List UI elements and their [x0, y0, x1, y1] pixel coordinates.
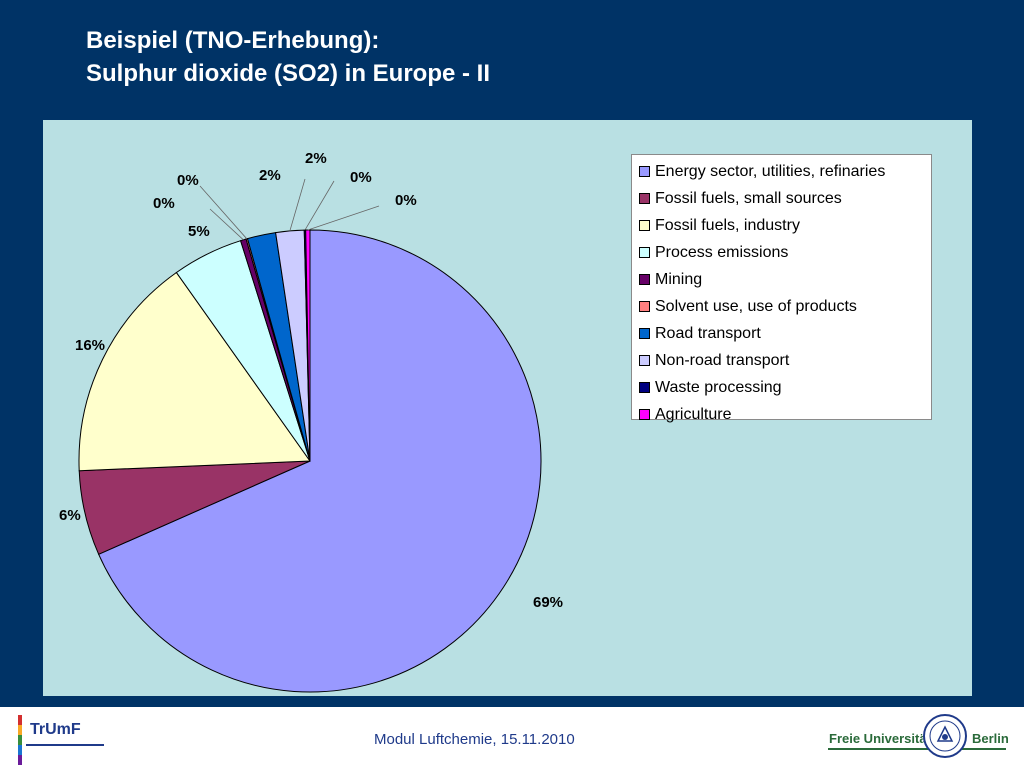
legend-label: Road transport	[655, 324, 761, 342]
chart-legend: Energy sector, utilities, refinaries Foss…	[631, 154, 932, 423]
pie-slice-1	[98, 229, 542, 693]
legend-label: Mining	[655, 270, 703, 288]
legend-label: Fossil fuels, industry	[655, 216, 800, 234]
leader-line-6	[199, 185, 248, 240]
legend-item: Road transport	[639, 320, 931, 347]
pie-slice-3	[78, 271, 311, 472]
pie-chart-svg: 69%6%16%5%0%0% 2%2%0%0%	[59, 150, 563, 693]
data-label-10: 0%	[395, 192, 417, 209]
data-label-9: 0%	[350, 169, 372, 186]
data-label-5: 0%	[153, 195, 175, 212]
legend-item: Energy sector, utilities, refinaries	[639, 158, 931, 185]
legend-swatch	[639, 355, 650, 366]
trumf-logo	[18, 715, 104, 765]
fu-berlin-logo	[828, 748, 1006, 750]
data-label-4: 5%	[188, 223, 210, 240]
legend-swatch	[639, 193, 650, 204]
data-label-2: 6%	[59, 507, 81, 524]
footer-text: Modul Luftchemie, 15.11.2010	[374, 731, 575, 748]
data-label-6: 0%	[177, 172, 199, 189]
legend-item: Fossil fuels, industry	[639, 212, 931, 239]
legend-item: Process emissions	[639, 239, 931, 266]
legend-label: Waste processing	[655, 378, 782, 396]
leader-line-8	[289, 178, 306, 231]
slide-title: Beispiel (TNO-Erhebung): Sulphur dioxide…	[86, 24, 490, 90]
legend-item: Mining	[639, 266, 931, 293]
legend-label: Energy sector, utilities, refinaries	[655, 162, 886, 180]
fu-seal-icon	[923, 714, 967, 758]
legend-item: Non-road transport	[639, 347, 931, 374]
legend-item: Solvent use, use of products	[639, 293, 931, 320]
slide-title-line-2: Sulphur dioxide (SO2) in Europe - II	[86, 60, 491, 87]
legend-swatch	[639, 166, 650, 177]
legend-label: Solvent use, use of products	[655, 297, 857, 315]
legend-label: Process emissions	[655, 243, 789, 261]
legend-swatch	[639, 274, 650, 285]
data-label-7: 2%	[259, 167, 281, 184]
fu-logo-name: Freie Universität	[829, 731, 931, 746]
data-label-8: 2%	[305, 150, 327, 167]
legend-item: Waste processing	[639, 374, 931, 401]
trumf-logo-text: TrUmF	[30, 721, 81, 738]
legend-swatch	[639, 409, 650, 420]
fu-logo-city: Berlin	[972, 731, 1009, 746]
legend-item: Fossil fuels, small sources	[639, 185, 931, 212]
leader-line-5	[209, 208, 244, 241]
legend-label: Fossil fuels, small sources	[655, 189, 842, 207]
footer: TrUmF Modul Luftchemie, 15.11.2010 Freie…	[0, 707, 1024, 768]
data-label-1: 69%	[533, 594, 563, 611]
legend-label: Agriculture	[655, 405, 732, 423]
slide-title-line-1: Beispiel (TNO-Erhebung):	[86, 27, 380, 54]
pie-chart: 69% 6% 16% 5% 0% 0% 2% 2% 0% 0% Energy sector, ut…	[43, 120, 972, 696]
legend-swatch	[639, 220, 650, 231]
data-label-3: 16%	[75, 337, 105, 354]
legend-swatch	[639, 247, 650, 258]
legend-label: Non-road transport	[655, 351, 790, 369]
legend-swatch	[639, 328, 650, 339]
legend-swatch	[639, 382, 650, 393]
leader-line-9	[304, 180, 335, 231]
legend-item: Agriculture	[639, 401, 931, 428]
leader-line-10	[307, 205, 380, 231]
legend-swatch	[639, 301, 650, 312]
